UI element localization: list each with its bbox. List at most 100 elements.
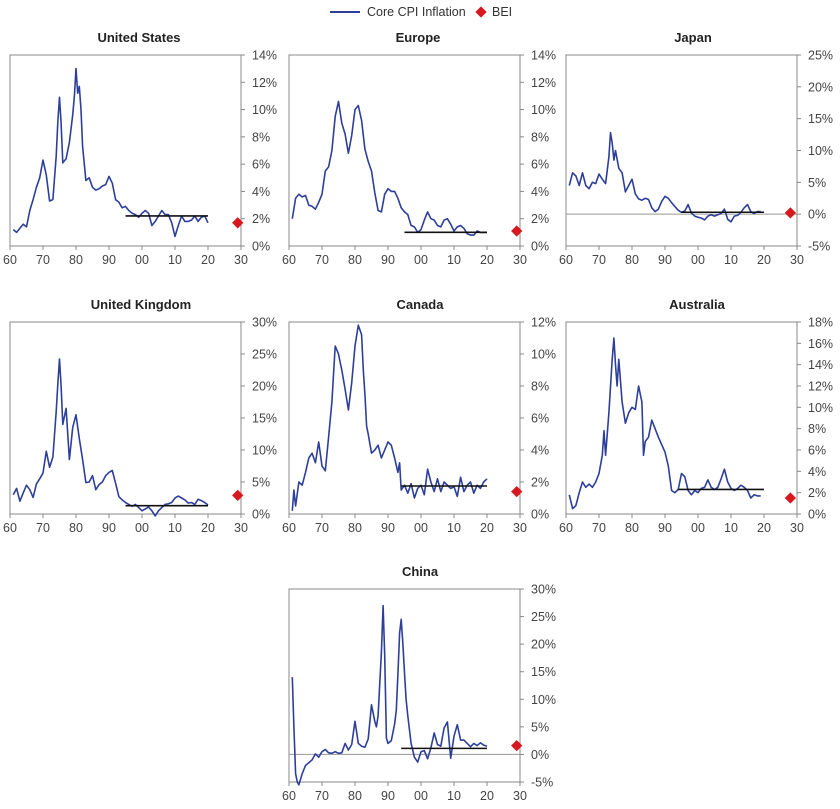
- panel-title: Europe: [396, 30, 441, 45]
- x-tick-label: 80: [348, 789, 362, 803]
- x-tick-label: 80: [625, 253, 639, 267]
- y-tick-label: 2%: [531, 476, 549, 490]
- y-tick-label: 5%: [808, 176, 826, 190]
- series-core-cpi-line: [12, 358, 209, 517]
- series-core-cpi-line: [12, 67, 209, 238]
- x-tick-label: 10: [447, 253, 461, 267]
- x-tick-label: 70: [315, 253, 329, 267]
- y-tick-label: 5%: [252, 476, 270, 490]
- x-tick-label: 80: [348, 521, 362, 535]
- y-tick-label: 14%: [252, 49, 277, 63]
- y-tick-label: 12%: [531, 316, 556, 330]
- x-tick-label: 10: [724, 521, 738, 535]
- x-tick-label: 20: [480, 253, 494, 267]
- y-tick-label: 0%: [808, 208, 826, 222]
- panel-canada: Canada 0% 2% 4% 6% 8% 10% 12% 60 70 80 90 00 10 20 30: [282, 297, 556, 535]
- panel-title: Canada: [397, 297, 445, 312]
- series-core-cpi-line: [568, 337, 761, 510]
- plot-frame: [288, 588, 521, 783]
- y-tick-label: 16%: [808, 337, 833, 351]
- x-tick-label: 30: [790, 521, 804, 535]
- y-tick-label: 0%: [252, 240, 270, 254]
- y-tick-label: 10%: [808, 401, 833, 415]
- x-tick-label: 20: [201, 521, 215, 535]
- y-tick-label: 5%: [531, 720, 549, 734]
- bei-marker: [784, 207, 797, 219]
- plot-frame: [565, 321, 798, 515]
- y-tick-label: 0%: [808, 508, 826, 522]
- x-tick-label: 10: [724, 253, 738, 267]
- y-tick-label: 25%: [808, 49, 833, 63]
- panel-japan: Japan -5% 0% 5% 10% 15% 20% 25% 60 70 80 90 00 10 20 30: [559, 30, 833, 267]
- x-tick-label: 30: [513, 253, 527, 267]
- x-tick-label: 30: [234, 253, 248, 267]
- x-tick-label: 60: [282, 253, 296, 267]
- x-tick-label: 70: [315, 789, 329, 803]
- bei-marker: [232, 489, 244, 502]
- plot-frame: [288, 54, 521, 247]
- x-tick-label: 20: [201, 253, 215, 267]
- x-tick-label: 00: [414, 253, 428, 267]
- x-tick-label: 10: [168, 521, 182, 535]
- y-tick-label: 30%: [252, 316, 277, 330]
- y-tick-label: 10%: [252, 444, 277, 458]
- x-tick-label: 30: [790, 253, 804, 267]
- x-tick-label: 20: [757, 253, 771, 267]
- y-tick-label: 6%: [252, 158, 270, 172]
- y-tick-label: -5%: [531, 776, 553, 790]
- x-tick-label: 00: [691, 521, 705, 535]
- panels: United States 0% 2% 4% 6% 8% 10% 12% 14% 60 70 80 90…: [3, 30, 833, 803]
- legend-diamond-marker: [475, 6, 487, 18]
- x-tick-label: 60: [282, 521, 296, 535]
- panel-australia: Australia 0% 2% 4% 6% 8% 10% 12% 14% 16% 18% 60 70 80…: [559, 297, 833, 535]
- panel-europe: Europe 0% 2% 4% 6% 8% 10% 12% 14% 60 70 80 90 00 10 20 3…: [282, 30, 556, 267]
- y-tick-label: 30%: [531, 583, 556, 597]
- series-core-cpi-line: [291, 324, 488, 511]
- bei-marker: [511, 225, 523, 237]
- x-tick-label: 00: [414, 789, 428, 803]
- series-core-cpi-line: [568, 131, 761, 223]
- y-tick-label: 0%: [531, 240, 549, 254]
- x-tick-label: 00: [691, 253, 705, 267]
- y-tick-label: 4%: [252, 185, 270, 199]
- bei-marker: [511, 739, 523, 752]
- x-tick-label: 90: [381, 521, 395, 535]
- x-tick-label: 90: [658, 521, 672, 535]
- x-tick-label: 60: [282, 789, 296, 803]
- y-tick-label: 15%: [531, 665, 556, 679]
- x-tick-label: 90: [102, 521, 116, 535]
- y-tick-label: 10%: [808, 144, 833, 158]
- panel-title: United States: [97, 30, 180, 45]
- panel-title: China: [402, 564, 439, 579]
- y-tick-label: 10%: [531, 103, 556, 117]
- y-tick-label: 6%: [531, 412, 549, 426]
- x-tick-label: 60: [559, 253, 573, 267]
- y-tick-label: 25%: [531, 610, 556, 624]
- plot-frame: [565, 54, 798, 247]
- y-tick-label: 20%: [531, 638, 556, 652]
- x-tick-label: 90: [381, 253, 395, 267]
- bei-marker: [511, 485, 523, 498]
- y-tick-label: 15%: [808, 112, 833, 126]
- x-tick-label: 80: [69, 521, 83, 535]
- y-tick-label: 15%: [252, 412, 277, 426]
- panel-china: China -5% 0% 5% 10% 15% 20% 25% 30% 60 70 80 90 00 10 2…: [282, 564, 556, 803]
- legend-label-bei: BEI: [492, 5, 512, 19]
- x-tick-label: 10: [447, 521, 461, 535]
- y-tick-label: 2%: [808, 486, 826, 500]
- x-tick-label: 30: [513, 789, 527, 803]
- y-tick-label: 14%: [808, 358, 833, 372]
- y-tick-label: 25%: [252, 348, 277, 362]
- x-tick-label: 70: [592, 521, 606, 535]
- plot-frame: [9, 321, 242, 515]
- x-tick-label: 70: [36, 253, 50, 267]
- x-tick-label: 90: [658, 253, 672, 267]
- x-tick-label: 20: [480, 789, 494, 803]
- x-tick-label: 20: [480, 521, 494, 535]
- x-tick-label: 60: [559, 521, 573, 535]
- x-tick-label: 20: [757, 521, 771, 535]
- x-tick-label: 00: [414, 521, 428, 535]
- y-tick-label: 20%: [808, 80, 833, 94]
- x-tick-label: 60: [3, 521, 17, 535]
- x-tick-label: 80: [69, 253, 83, 267]
